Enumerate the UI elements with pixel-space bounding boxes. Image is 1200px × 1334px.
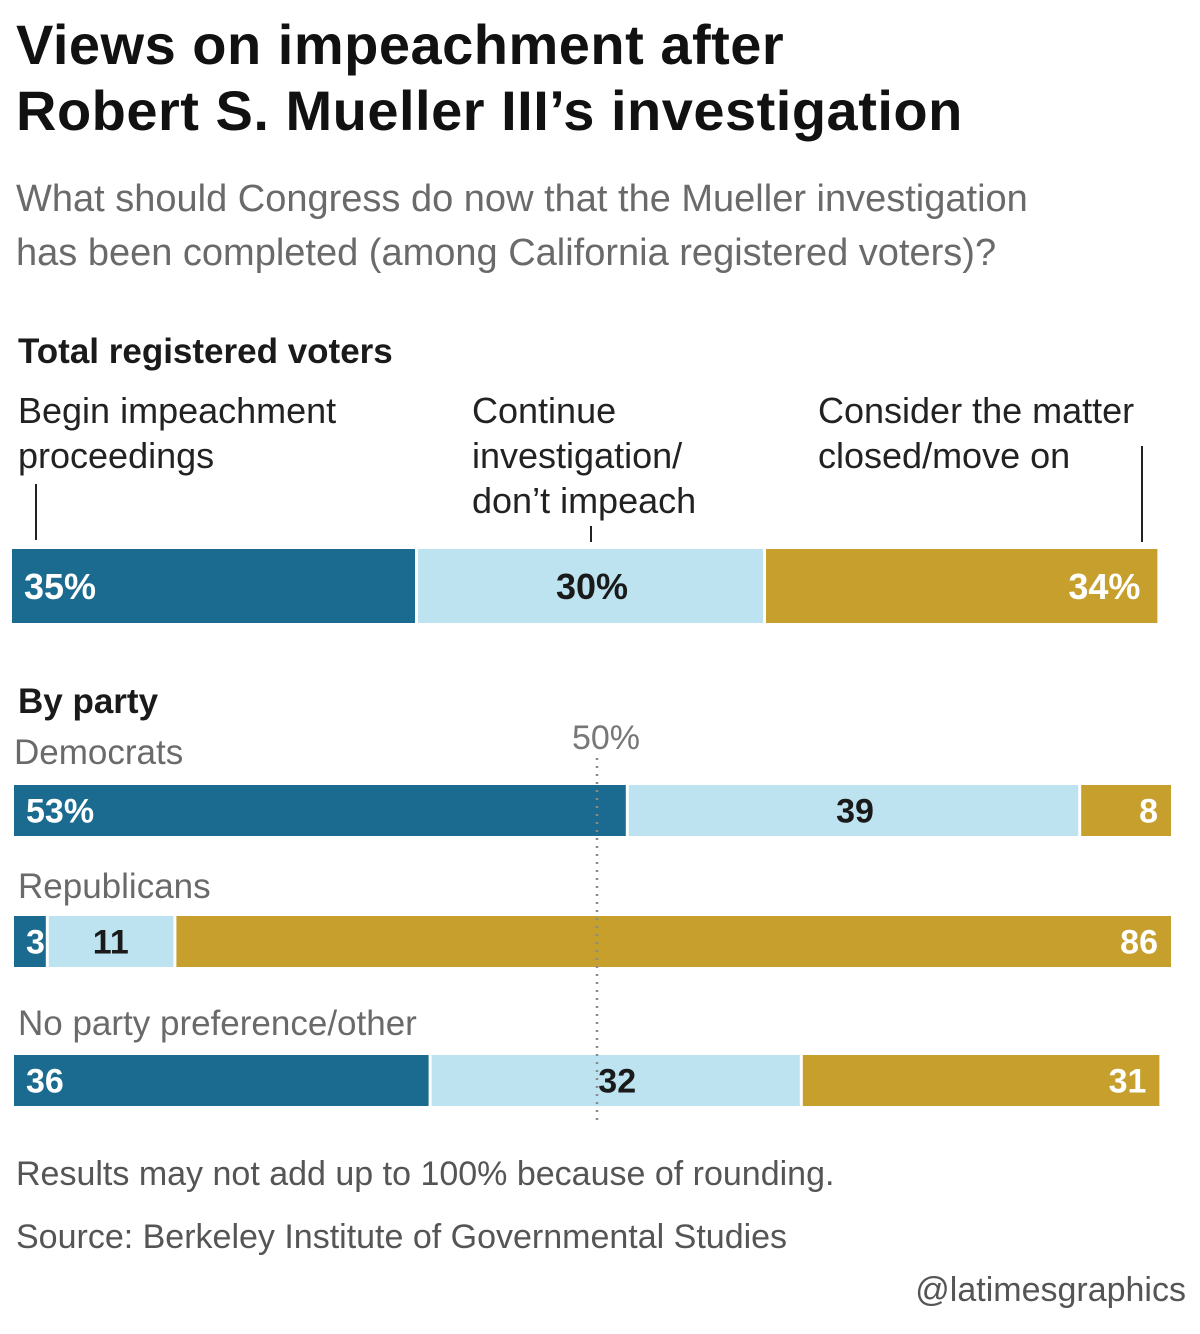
- data-label-democrats-begin: 53%: [26, 793, 94, 831]
- bar-republicans-begin: [14, 916, 46, 967]
- data-label-total-begin: 35%: [24, 566, 96, 607]
- subtitle-line-1: What should Congress do now that the Mue…: [16, 178, 1028, 220]
- row-label-democrats: Democrats: [14, 733, 184, 772]
- title-line-2: Robert S. Mueller III’s investigation: [16, 79, 963, 142]
- bar-no-party-continue: [431, 1055, 800, 1106]
- data-label-democrats-continue: 39: [836, 793, 874, 831]
- subtitle-line-2: has been completed (among California reg…: [16, 232, 997, 274]
- category-closed-line-2: closed/move on: [818, 435, 1071, 476]
- total-heading: Total registered voters: [18, 332, 393, 371]
- credit: @latimesgraphics: [915, 1271, 1186, 1309]
- labels-layer: 35% 30% 34% 53% 39 8 3 11 86 36 32 31: [24, 566, 1158, 1101]
- category-begin-line-1: Begin impeachment: [18, 390, 337, 431]
- row-label-no-party: No party preference/other: [18, 1004, 417, 1043]
- data-label-total-continue: 30%: [556, 566, 628, 607]
- data-label-total-closed: 34%: [1068, 566, 1140, 607]
- category-label-continue: Continue investigation/ don’t impeach: [472, 388, 696, 523]
- category-continue-line-1: Continue: [472, 390, 617, 431]
- bar-total-continue: [418, 549, 763, 623]
- data-label-democrats-closed: 8: [1139, 793, 1158, 831]
- data-label-republicans-continue: 11: [93, 924, 129, 962]
- bar-republicans-continue: [48, 916, 174, 967]
- data-label-republicans-begin: 3: [26, 924, 45, 962]
- data-label-no-party-continue: 32: [598, 1063, 636, 1101]
- category-label-closed: Consider the matter closed/move on: [818, 388, 1134, 478]
- data-label-no-party-begin: 36: [26, 1063, 64, 1101]
- category-begin-line-2: proceedings: [18, 435, 215, 476]
- title-line-1: Views on impeachment after: [16, 13, 785, 76]
- bar-democrats-continue: [628, 785, 1079, 836]
- bar-total-closed: [766, 549, 1158, 623]
- bar-total-begin: [12, 549, 415, 623]
- bar-no-party-closed: [802, 1055, 1160, 1106]
- party-heading: By party: [18, 682, 159, 721]
- chart-title: Views on impeachment after Robert S. Mue…: [16, 12, 1186, 144]
- data-label-no-party-closed: 31: [1109, 1063, 1147, 1101]
- chart-subtitle: What should Congress do now that the Mue…: [16, 172, 1191, 280]
- leader-line-closed: [1141, 446, 1143, 542]
- leader-line-begin: [35, 484, 37, 540]
- data-label-republicans-closed: 86: [1120, 924, 1158, 962]
- leader-line-continue: [590, 526, 592, 542]
- category-label-begin: Begin impeachment proceedings: [18, 388, 336, 478]
- bar-republicans-closed: [176, 916, 1171, 967]
- category-continue-line-2: investigation/: [472, 435, 683, 476]
- bars-layer: [12, 549, 1171, 1106]
- footnote: Results may not add up to 100% because o…: [16, 1155, 835, 1193]
- source: Source: Berkeley Institute of Government…: [16, 1218, 788, 1256]
- category-closed-line-1: Consider the matter: [818, 390, 1135, 431]
- bar-democrats-closed: [1081, 785, 1171, 836]
- bar-democrats-begin: [14, 785, 626, 836]
- bar-no-party-begin: [14, 1055, 429, 1106]
- fifty-percent-label: 50%: [572, 719, 640, 757]
- row-label-republicans: Republicans: [18, 867, 211, 906]
- category-continue-line-3: don’t impeach: [472, 480, 697, 521]
